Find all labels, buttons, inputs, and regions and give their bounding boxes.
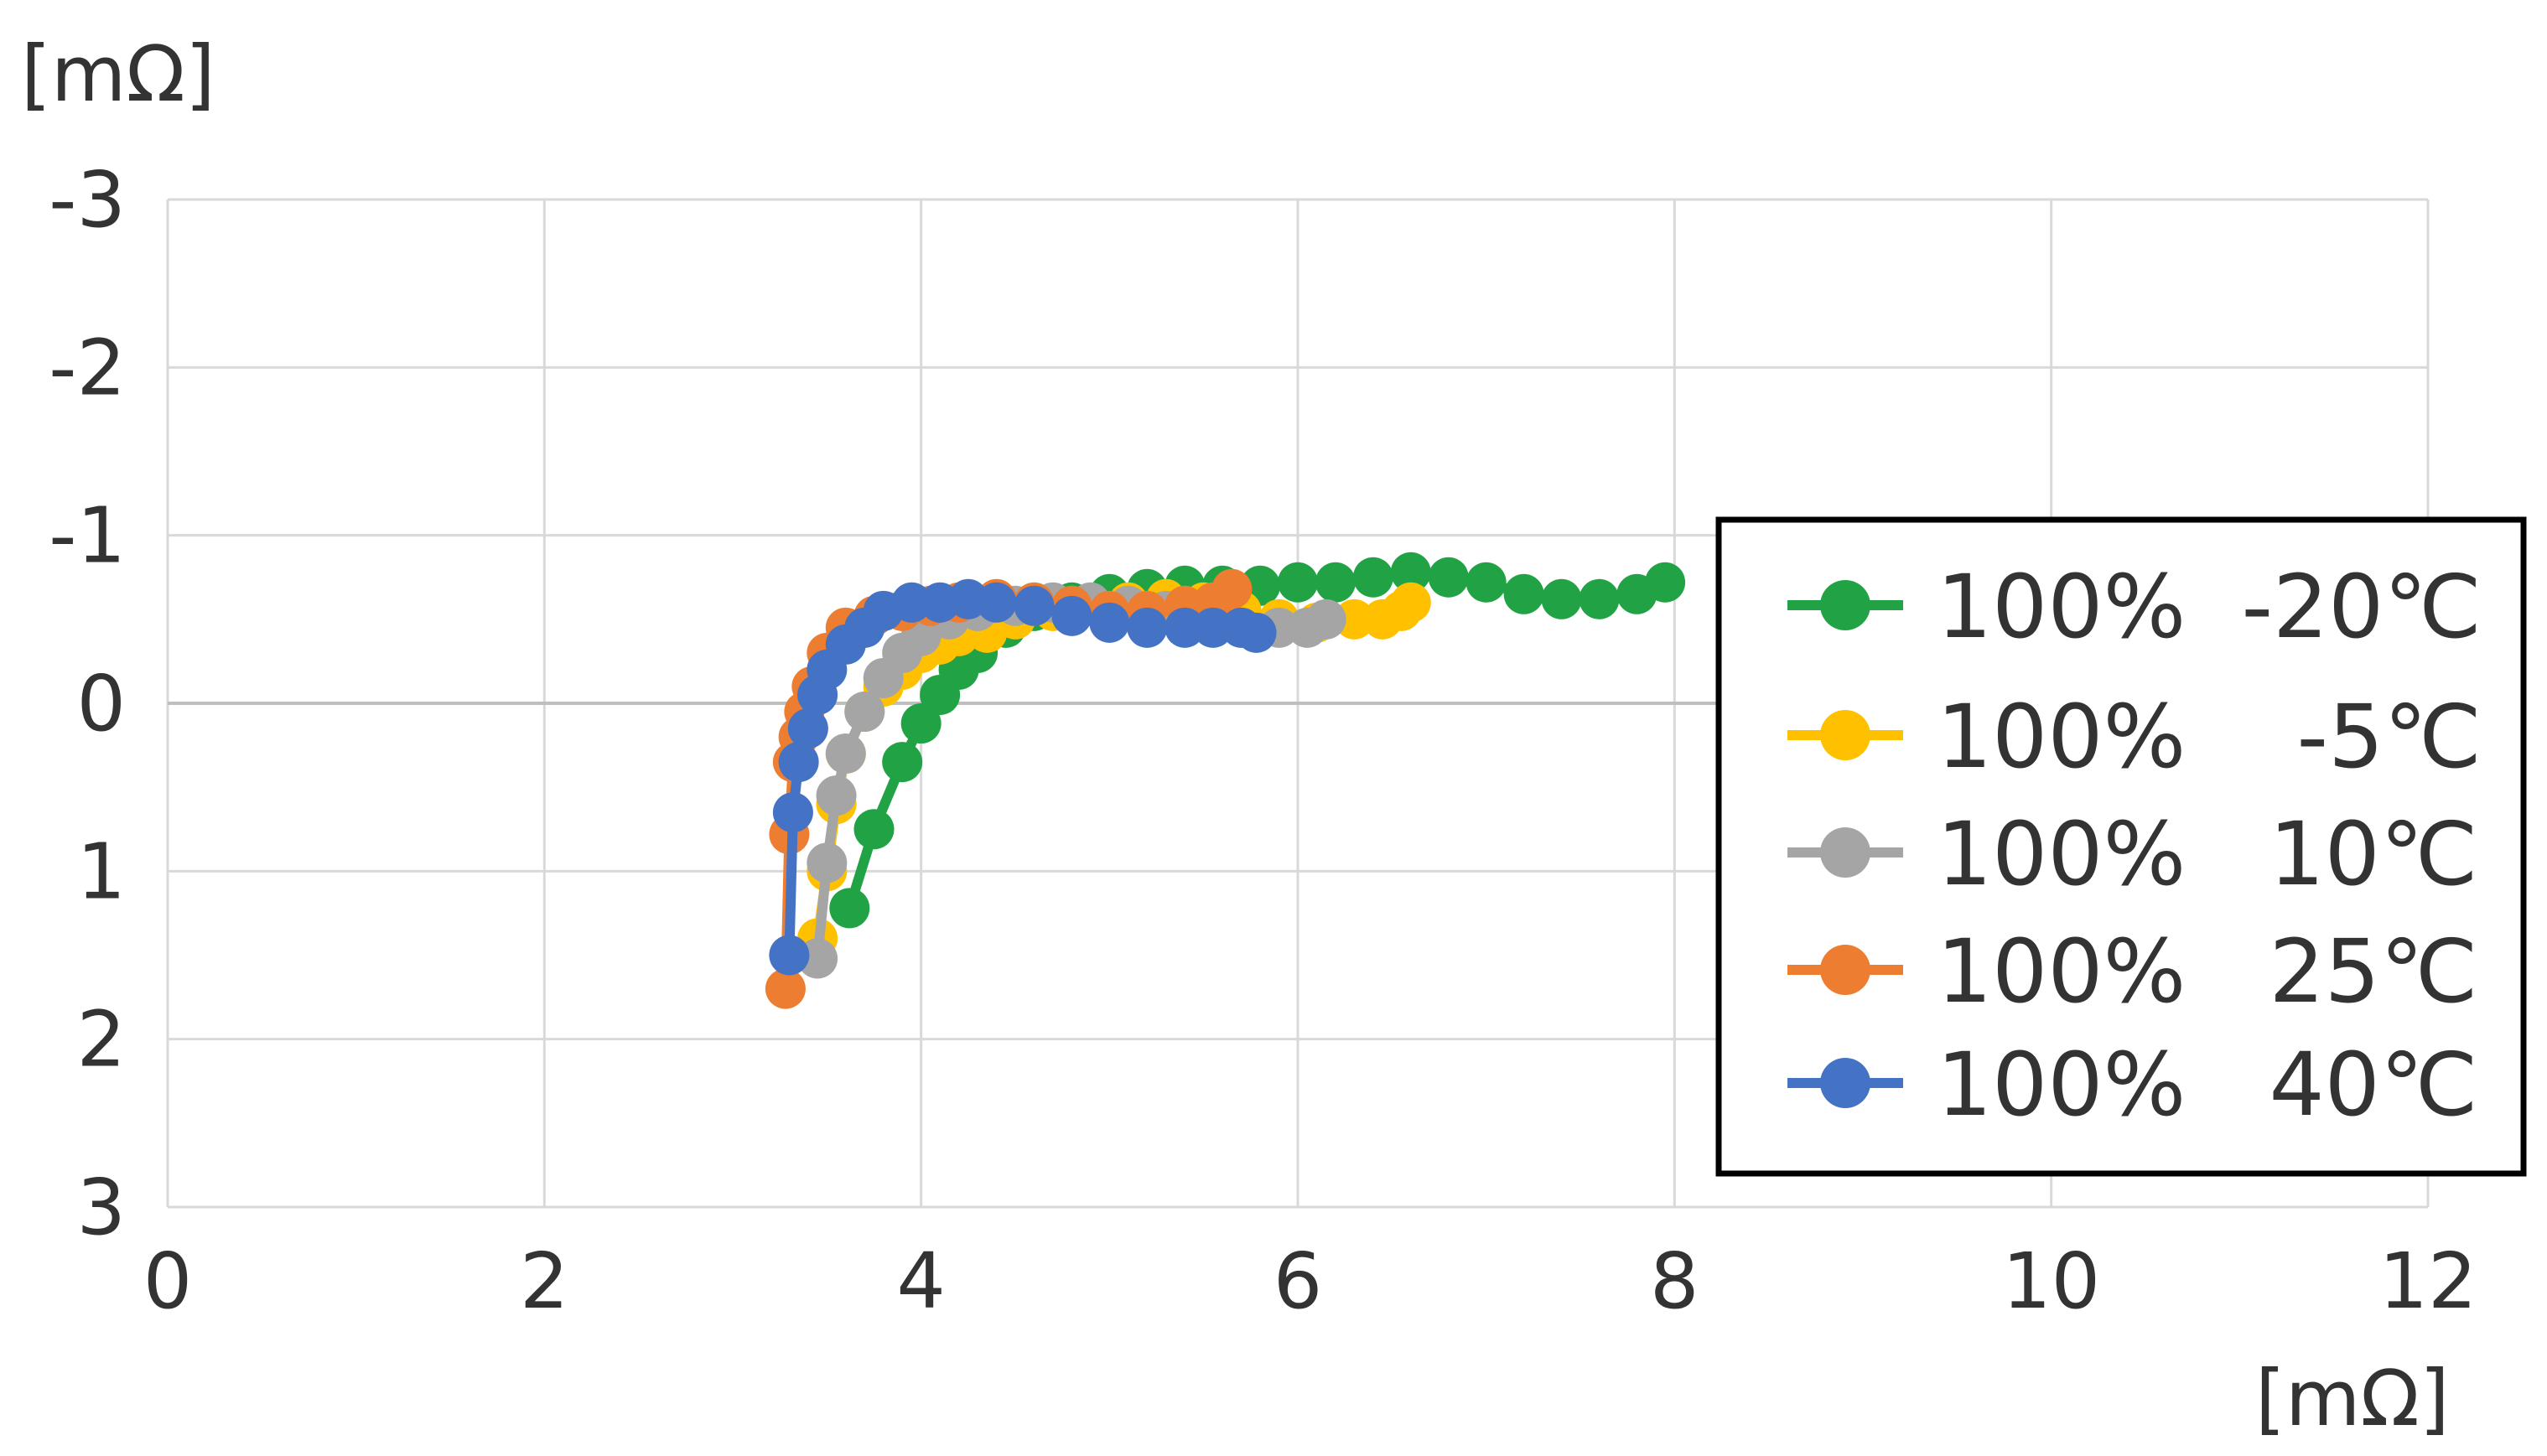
legend-swatch-marker	[1820, 580, 1870, 630]
legend-label: 100% -20℃	[1937, 556, 2482, 658]
data-point	[778, 742, 819, 783]
y-tick-label: 3	[76, 1163, 126, 1252]
data-point	[1014, 585, 1055, 626]
x-tick-label: 4	[896, 1236, 946, 1326]
legend-item: 100% 25℃	[1787, 920, 2478, 1023]
y-tick-label: 0	[76, 659, 126, 749]
data-point	[1334, 598, 1375, 640]
data-point	[825, 733, 866, 775]
data-point	[1390, 582, 1431, 623]
data-point	[1211, 568, 1253, 609]
legend-swatch-marker	[1820, 710, 1870, 760]
data-point	[1236, 612, 1277, 653]
data-point	[976, 582, 1017, 623]
legend-label: 100% 40℃	[1937, 1034, 2478, 1136]
data-point	[1315, 562, 1356, 603]
y-tick-label: -2	[49, 323, 126, 412]
data-point	[900, 703, 942, 744]
data-point	[882, 742, 923, 783]
data-point	[1541, 578, 1582, 619]
y-axis-ticks: -3 -2 -1 0 1 2 3	[49, 155, 126, 1252]
y-tick-label: 2	[76, 995, 126, 1085]
data-point	[772, 792, 813, 833]
data-point	[787, 708, 828, 749]
x-axis-unit-label: [mΩ]	[2255, 1354, 2450, 1443]
x-tick-label: 12	[2378, 1236, 2477, 1326]
legend-label: 100% 10℃	[1937, 803, 2478, 905]
legend-swatch-marker	[1820, 1058, 1870, 1108]
legend-item: 100% -5℃	[1787, 686, 2482, 788]
x-tick-label: 10	[2002, 1236, 2100, 1326]
data-point	[1127, 607, 1168, 648]
data-point	[1645, 562, 1686, 603]
data-point	[1465, 562, 1507, 603]
data-point	[1503, 573, 1544, 614]
legend-swatch-marker	[1820, 827, 1870, 878]
data-point	[807, 842, 848, 883]
data-point	[844, 692, 885, 733]
data-point	[769, 935, 810, 976]
x-tick-label: 0	[143, 1236, 193, 1326]
legend-label: 100% -5℃	[1937, 686, 2482, 788]
data-point	[853, 809, 895, 850]
data-point	[1089, 602, 1130, 643]
legend-swatch-marker	[1820, 945, 1870, 995]
data-point	[1305, 598, 1346, 640]
data-point	[829, 888, 870, 929]
y-tick-label: 1	[76, 826, 126, 916]
data-point	[816, 775, 857, 816]
legend-label: 100% 25℃	[1937, 920, 2478, 1023]
data-point	[1428, 557, 1469, 598]
series-layer	[765, 552, 1686, 1009]
data-point	[1278, 562, 1318, 603]
series-4	[769, 578, 1277, 976]
x-tick-label: 6	[1274, 1236, 1323, 1326]
y-tick-label: -3	[49, 155, 126, 245]
data-point	[1352, 557, 1393, 598]
data-point	[765, 968, 806, 1009]
data-point	[1051, 595, 1092, 636]
x-tick-label: 8	[1650, 1236, 1699, 1326]
data-point	[1192, 607, 1233, 648]
y-tick-label: -1	[49, 491, 126, 581]
x-axis-ticks: 0 2 4 6 8 10 12	[143, 1236, 2477, 1326]
data-point	[1579, 578, 1620, 619]
legend-item: 100% 10℃	[1787, 803, 2478, 905]
legend: 100% -20℃ 100% -5℃ 100% 10℃ 100% 25℃ 100% 40…	[1715, 516, 2527, 1177]
legend-item: 100% 40℃	[1787, 1034, 2478, 1136]
x-tick-label: 2	[520, 1236, 569, 1326]
y-axis-unit-label: [mΩ]	[21, 29, 215, 119]
data-point	[891, 582, 932, 623]
data-point	[1165, 607, 1206, 648]
data-point	[1390, 552, 1431, 593]
legend-item: 100% -20℃	[1787, 556, 2482, 658]
